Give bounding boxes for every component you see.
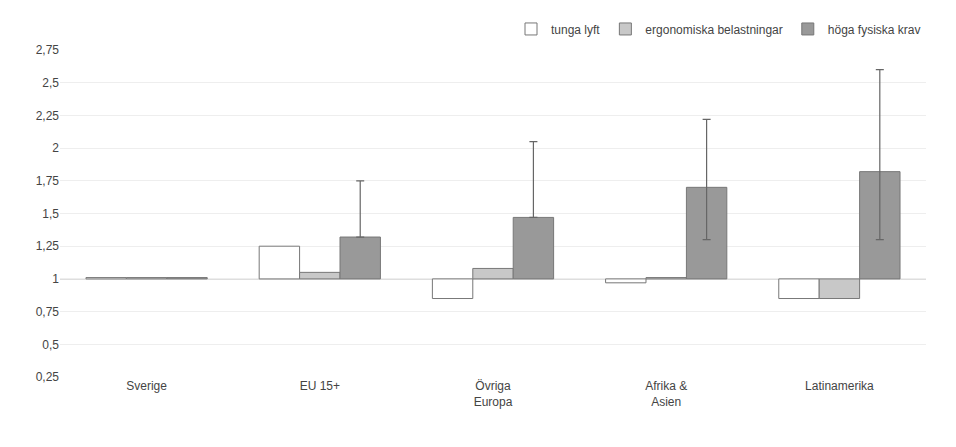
svg-text:ÖvrigaEuropa: ÖvrigaEuropa xyxy=(474,379,513,409)
svg-text:1,5: 1,5 xyxy=(42,207,59,221)
svg-text:0,75: 0,75 xyxy=(36,305,60,319)
svg-text:ergonomiska belastningar: ergonomiska belastningar xyxy=(645,23,782,37)
svg-text:1,25: 1,25 xyxy=(36,239,60,253)
svg-text:tunga lyft: tunga lyft xyxy=(551,23,600,37)
svg-text:2,5: 2,5 xyxy=(42,76,59,90)
svg-text:Sverige: Sverige xyxy=(126,379,167,393)
svg-text:Afrika &Asien: Afrika &Asien xyxy=(645,379,687,409)
svg-text:1: 1 xyxy=(52,272,59,286)
svg-text:2: 2 xyxy=(52,141,59,155)
svg-text:2,75: 2,75 xyxy=(36,43,60,57)
svg-text:0,5: 0,5 xyxy=(42,338,59,352)
svg-text:2,25: 2,25 xyxy=(36,109,60,123)
svg-text:0,25: 0,25 xyxy=(36,370,60,384)
svg-text:EU 15+: EU 15+ xyxy=(300,379,340,393)
svg-text:1,75: 1,75 xyxy=(36,174,60,188)
svg-text:höga fysiska krav: höga fysiska krav xyxy=(828,23,921,37)
svg-text:Latinamerika: Latinamerika xyxy=(805,379,874,393)
